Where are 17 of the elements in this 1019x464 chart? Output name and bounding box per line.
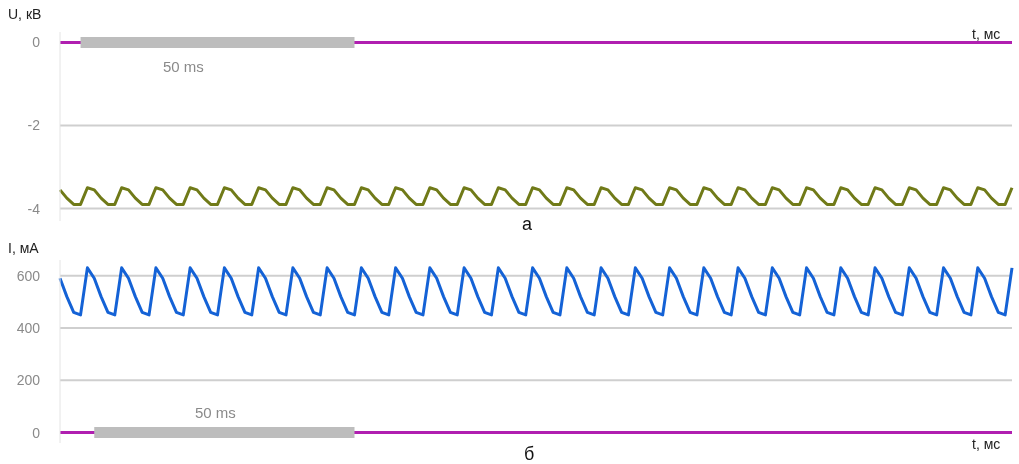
y-tick-label: 200 <box>16 372 41 389</box>
x-axis-title: t, мс <box>972 26 1001 42</box>
line-series <box>58 186 1014 206</box>
x-axis-title: t, мс <box>972 436 1001 452</box>
line-series <box>58 266 1014 317</box>
y-tick-label: 0 <box>32 34 41 51</box>
y-tick-label: -4 <box>27 200 41 217</box>
y-tick-label: 400 <box>16 319 41 336</box>
y-tick-label: 600 <box>16 267 41 284</box>
y-tick-label: -2 <box>27 117 41 134</box>
annotation: 50 ms <box>195 404 236 421</box>
annotation: 50 ms <box>163 58 204 75</box>
y-axis-title: I, мА <box>8 240 39 256</box>
y-tick-label: 0 <box>32 424 41 441</box>
text: б <box>524 444 535 464</box>
y-axis-title: U, кВ <box>8 6 42 22</box>
annotation: а <box>522 214 533 235</box>
